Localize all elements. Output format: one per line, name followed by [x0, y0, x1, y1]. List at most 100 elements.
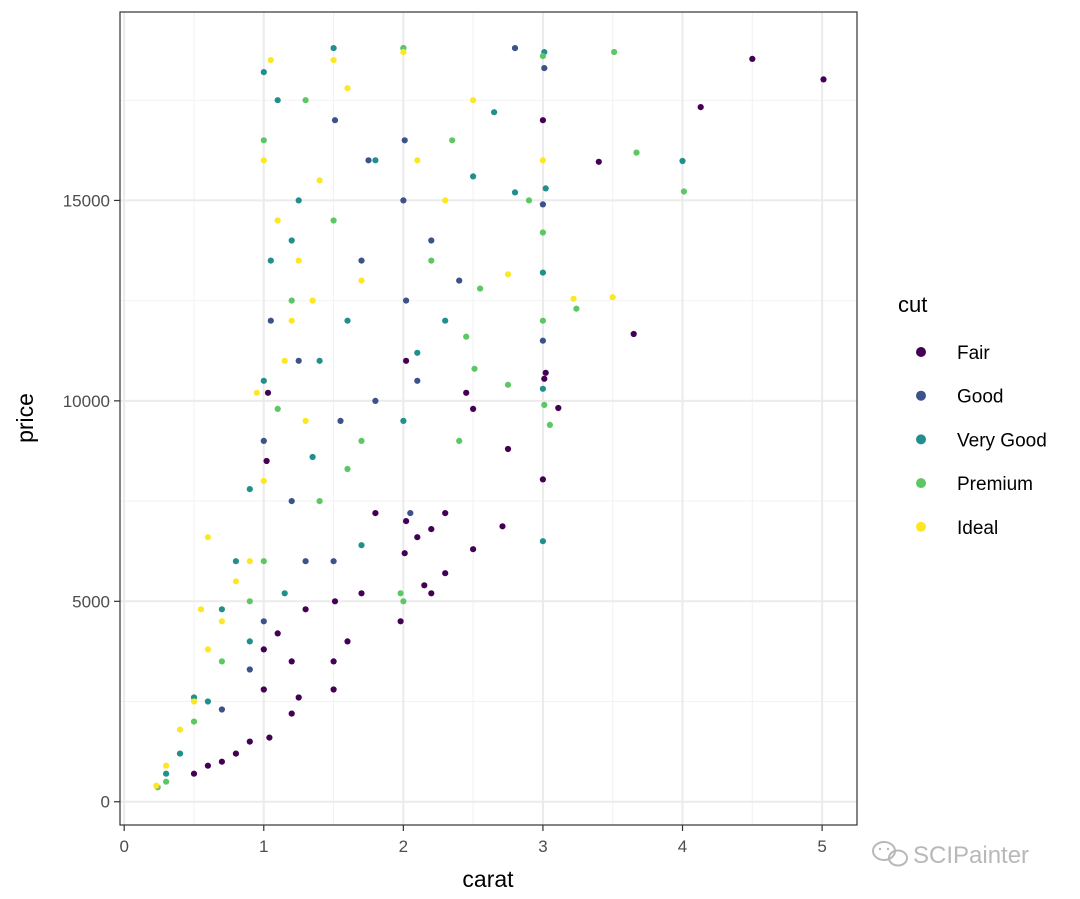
data-point-very-good [400, 417, 407, 424]
data-point-very-good [260, 377, 267, 384]
data-point-good [511, 45, 519, 52]
data-point-very-good [542, 185, 549, 192]
data-point-fair [260, 686, 267, 693]
y-axis: 0 5000 10000 15000 [63, 191, 120, 812]
data-point-fair [541, 375, 548, 382]
data-point-ideal [504, 271, 512, 278]
data-point-ideal [260, 157, 267, 164]
data-point-premium [504, 381, 512, 388]
x-tick-label: 5 [817, 837, 826, 856]
x-tick-label: 4 [678, 837, 687, 856]
data-point-ideal [246, 558, 253, 565]
legend-key-ideal [916, 521, 926, 532]
data-point-very-good [316, 357, 323, 364]
data-point-premium [573, 305, 580, 312]
data-point-very-good [679, 157, 686, 165]
data-point-fair [372, 509, 379, 517]
data-point-good [288, 498, 295, 505]
data-point-fair [403, 518, 410, 525]
data-point-ideal [267, 57, 274, 64]
data-point-fair [499, 523, 506, 530]
data-point-fair [266, 734, 273, 741]
data-point-premium [163, 778, 170, 785]
data-point-very-good [246, 638, 253, 645]
legend-key-premium [916, 478, 926, 489]
x-tick-label: 1 [259, 837, 268, 856]
data-point-fair [697, 104, 704, 111]
data-point-fair [442, 570, 449, 577]
minor-gridlines [120, 12, 857, 825]
y-tick-label: 0 [101, 793, 110, 812]
data-point-fair [204, 762, 211, 769]
data-point-very-good [288, 237, 295, 244]
data-point-fair [288, 658, 295, 665]
data-point-very-good [511, 189, 519, 196]
data-point-ideal [400, 49, 407, 56]
data-point-premium [546, 421, 554, 428]
x-axis: 0 1 2 3 4 5 [119, 825, 827, 856]
legend: cut Fair Good Very Good Premium Ideal [898, 292, 1047, 539]
data-point-fair [288, 710, 295, 717]
data-point-premium [400, 598, 407, 605]
data-point-very-good [309, 453, 316, 461]
data-point-premium [449, 137, 456, 144]
data-point-premium [190, 718, 198, 725]
data-point-good [246, 666, 253, 673]
data-point-fair [428, 590, 435, 597]
data-point-premium [477, 285, 484, 292]
legend-items: Fair Good Very Good Premium Ideal [916, 343, 1047, 539]
data-point-ideal [309, 297, 316, 304]
data-point-very-good [344, 317, 351, 324]
data-point-premium [541, 401, 548, 408]
data-point-premium [539, 53, 547, 60]
data-point-ideal [295, 257, 302, 264]
data-point-good [403, 297, 410, 304]
data-point-ideal [281, 357, 288, 364]
data-point-fair [302, 606, 309, 613]
data-point-good [541, 65, 548, 72]
data-point-fair [358, 590, 365, 597]
data-point-fair [260, 646, 267, 653]
data-point-ideal [163, 762, 170, 769]
data-point-very-good [218, 606, 225, 613]
data-points [153, 45, 827, 791]
data-point-fair [190, 770, 198, 777]
legend-label-very-good: Very Good [957, 430, 1047, 451]
y-tick-label: 5000 [72, 592, 110, 611]
data-point-premium [316, 498, 323, 505]
data-point-ideal [609, 294, 616, 301]
data-point-very-good [163, 770, 170, 777]
data-point-very-good [330, 45, 337, 52]
data-point-very-good [372, 157, 379, 164]
data-point-very-good [260, 69, 267, 76]
data-point-fair [630, 330, 637, 338]
legend-key-fair [916, 347, 926, 357]
y-axis-title: price [12, 393, 38, 443]
data-point-ideal [190, 698, 198, 705]
data-point-ideal [316, 177, 323, 184]
data-point-fair [295, 694, 302, 701]
data-point-premium [218, 658, 225, 665]
data-point-ideal [358, 277, 365, 284]
data-point-fair [442, 509, 449, 517]
data-point-very-good [176, 750, 184, 757]
data-point-very-good [295, 197, 302, 204]
data-point-fair [263, 457, 270, 465]
data-point-good [407, 509, 414, 517]
data-point-good [539, 201, 547, 208]
data-point-good [428, 237, 435, 244]
plot-panel-background [120, 12, 857, 825]
data-point-premium [246, 598, 253, 605]
data-point-very-good [491, 109, 498, 116]
data-point-fair [218, 758, 225, 765]
data-point-ideal [442, 197, 449, 204]
data-point-ideal [330, 57, 337, 64]
data-point-ideal [344, 85, 351, 92]
data-point-fair [403, 357, 410, 364]
data-point-premium [358, 437, 365, 444]
data-point-good [337, 417, 344, 424]
data-point-good [456, 277, 463, 284]
data-point-very-good [539, 269, 547, 276]
data-point-fair [470, 546, 477, 553]
